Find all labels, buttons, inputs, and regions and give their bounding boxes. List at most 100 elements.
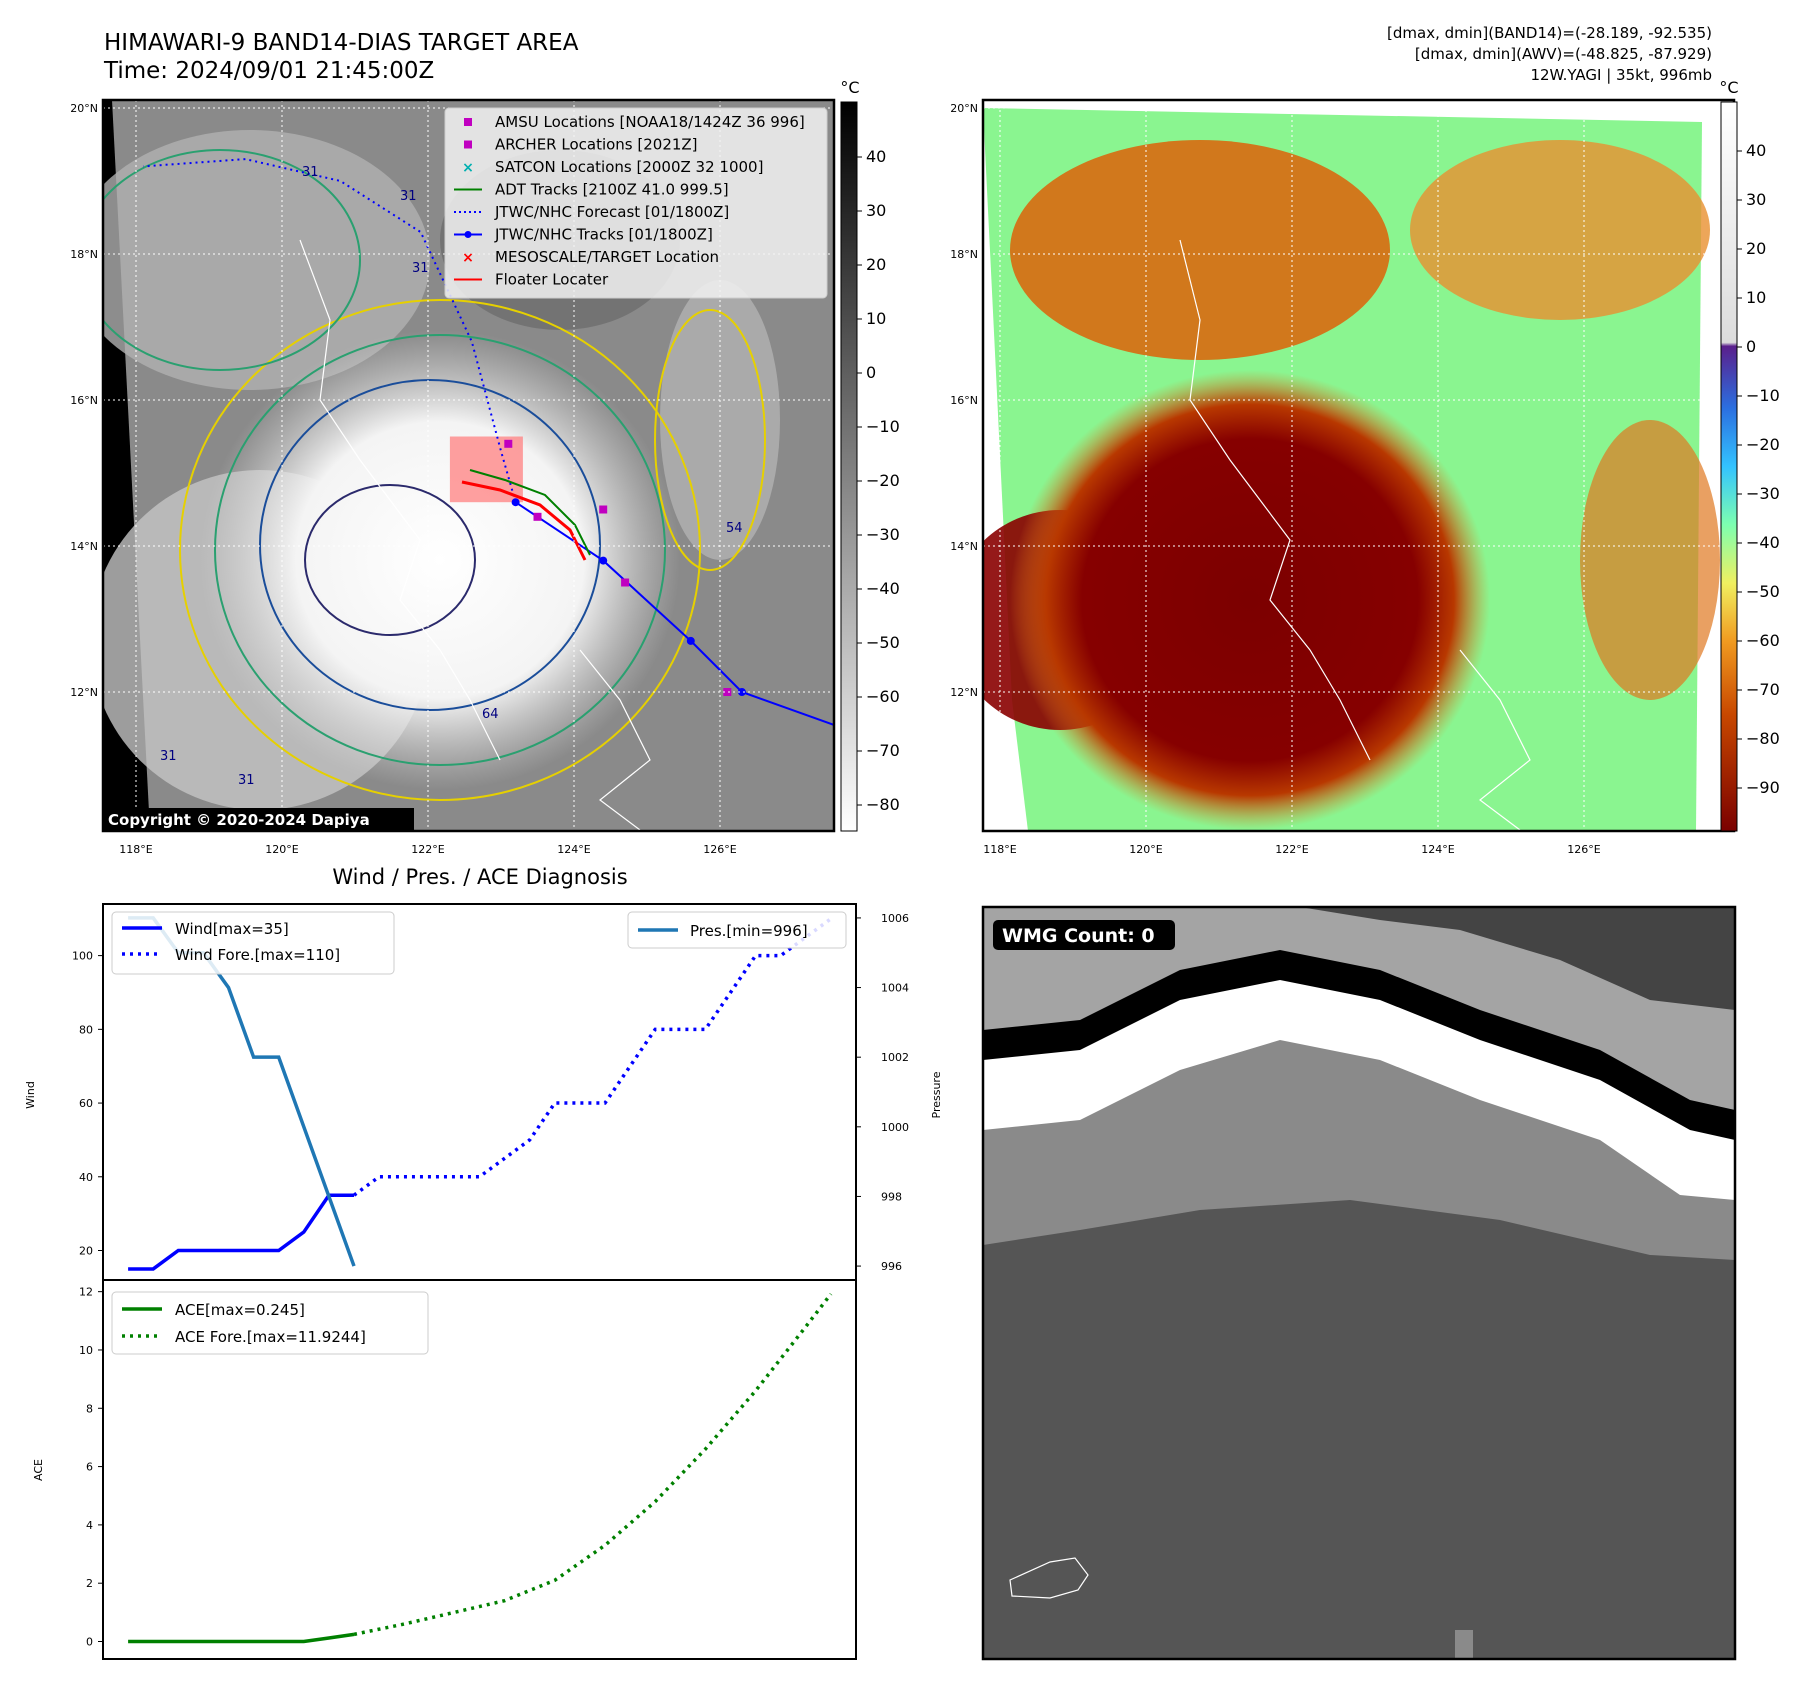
wind-ytick-label: 80 xyxy=(79,1023,93,1036)
awv-dry-north xyxy=(1010,140,1390,360)
ir-legend-label: Floater Locater xyxy=(495,271,609,289)
copyright-text: Copyright © 2020-2024 Dapiya xyxy=(108,811,370,829)
awv-map-panel: °C 40 30 20 10 0 −10 −20 −30 −40 −50 −60 −70 −80 −90 xyxy=(981,78,1780,833)
ir-cb-tick-label: −50 xyxy=(866,633,900,652)
ir-storm-core xyxy=(200,330,680,790)
ace-legend-label: ACE Fore.[max=11.9244] xyxy=(175,1328,366,1346)
ir-cb-tick-label: −40 xyxy=(866,579,900,598)
wmg-coastline xyxy=(1009,1557,1089,1599)
dmax-band14-info: [dmax, dmin](BAND14)=(-28.189, -92.535) xyxy=(1387,24,1712,42)
ir-cloud-nw xyxy=(103,130,430,390)
contour-label: 64 xyxy=(482,707,499,722)
ace-ytick-label: 6 xyxy=(86,1461,93,1474)
ir-contour-64 xyxy=(259,379,601,711)
ace-axis-label: ACE xyxy=(32,1459,45,1481)
amsu-location-marker xyxy=(599,505,608,514)
ir-legend-label: JTWC/NHC Tracks [01/1800Z] xyxy=(494,226,713,244)
awv-storm-core xyxy=(1010,370,1490,830)
wind-ytick-label: 100 xyxy=(72,950,93,963)
awv-lon-tick: 124°E xyxy=(1421,843,1454,856)
wmg-badge-text: WMG Count: 0 xyxy=(1002,925,1155,947)
awv-cb-tick-label: 0 xyxy=(1746,337,1756,356)
awv-colorbar xyxy=(1720,101,1738,832)
awv-coastline-luzon xyxy=(1179,239,1371,761)
ir-cb-tick-label: −30 xyxy=(866,525,900,544)
awv-dry-east xyxy=(1580,420,1720,700)
ir-lon-tick: 126°E xyxy=(703,843,736,856)
wind-ytick-label: 40 xyxy=(79,1171,93,1184)
awv-lat-tick: 12°N xyxy=(950,686,978,699)
awv-lat-tick: 20°N xyxy=(950,102,978,115)
ace-ytick-label: 2 xyxy=(86,1577,93,1590)
ir-lat-tick: 18°N xyxy=(70,248,98,261)
awv-lat-tick: 16°N xyxy=(950,394,978,407)
awv-cb-tick-label: 10 xyxy=(1746,288,1766,307)
jtwc-track-point xyxy=(686,636,695,645)
wmg-panel: WMG Count: 0 xyxy=(981,905,1737,1661)
ir-legend-label: SATCON Locations [2000Z 32 1000] xyxy=(495,158,763,176)
wind-y2tick-label: 1004 xyxy=(881,982,909,995)
wind-y2tick-label: 1000 xyxy=(881,1121,909,1134)
ace-ytick-label: 0 xyxy=(86,1636,93,1649)
ir-cb-tick-label: 30 xyxy=(866,201,886,220)
figure-time: Time: 2024/09/01 21:45:00Z xyxy=(103,58,434,84)
ace-legend-label: ACE[max=0.245] xyxy=(175,1301,305,1319)
awv-cb-tick-label: −90 xyxy=(1746,778,1780,797)
ace-ytick-label: 8 xyxy=(86,1402,93,1415)
ir-cb-tick-label: −20 xyxy=(866,471,900,490)
ir-contour-31 xyxy=(179,299,701,801)
ir-lon-tick: 122°E xyxy=(411,843,444,856)
ir-coastline-visayas xyxy=(579,649,651,831)
awv-cb-tick-label: 30 xyxy=(1746,190,1766,209)
ir-lat-tick: 12°N xyxy=(70,686,98,699)
ir-contour-nw xyxy=(103,149,361,371)
wind-ytick-label: 60 xyxy=(79,1097,93,1110)
awv-cb-tick-label: −50 xyxy=(1746,582,1780,601)
ir-map-panel: 31 31 31 54 64 31 31 AMSU Locations [NOAA18/14… xyxy=(101,78,900,833)
ir-cb-tick-label: 10 xyxy=(866,309,886,328)
ir-cb-tick-label: 0 xyxy=(866,363,876,382)
ir-lat-tick: 16°N xyxy=(70,394,98,407)
wind-legend-label: Wind[max=35] xyxy=(175,920,289,938)
wind-y2tick-label: 1006 xyxy=(881,912,909,925)
awv-dry-ne xyxy=(1410,140,1710,320)
contour-label: 31 xyxy=(160,749,177,764)
ace-series-forecast xyxy=(353,1292,833,1637)
jtwc-track-point xyxy=(511,498,520,507)
storm-info: 12W.YAGI | 35kt, 996mb xyxy=(1530,66,1712,84)
awv-lon-tick: 126°E xyxy=(1567,843,1600,856)
legend-square-marker xyxy=(464,140,472,149)
amsu-location-marker xyxy=(621,578,630,587)
contour-label: 31 xyxy=(412,261,429,276)
ir-lat-tick: 14°N xyxy=(70,540,98,553)
ir-cb-tick-label: −80 xyxy=(866,795,900,814)
ace-panel: 0 2 4 6 8 10 12 ACE[max=0.245] ACE Fore.[max=11.… xyxy=(32,1279,857,1660)
wind-legend-box xyxy=(111,911,395,975)
jtwc-track-point xyxy=(599,556,608,565)
contour-label: 31 xyxy=(302,165,319,180)
contour-label: 54 xyxy=(726,521,743,536)
ir-cb-tick-label: −70 xyxy=(866,741,900,760)
awv-lon-tick: 118°E xyxy=(983,843,1016,856)
contour-label: 31 xyxy=(400,189,417,204)
wind-series-observed xyxy=(128,1193,354,1271)
ace-ytick-label: 4 xyxy=(86,1519,93,1532)
wind-y2tick-label: 998 xyxy=(881,1190,902,1203)
ir-colorbar-unit: °C xyxy=(840,78,859,97)
ir-coastline-luzon xyxy=(299,239,501,761)
ir-legend-box xyxy=(444,107,828,299)
ace-series-observed xyxy=(128,1632,355,1644)
wmg-speck xyxy=(1455,1630,1473,1659)
awv-lon-tick: 122°E xyxy=(1275,843,1308,856)
contour-label: 31 xyxy=(238,773,255,788)
awv-coastline-visayas xyxy=(1459,649,1531,831)
ace-ytick-label: 12 xyxy=(79,1286,93,1299)
awv-colorbar-unit: °C xyxy=(1719,78,1738,97)
jtwc-track-point xyxy=(737,688,746,696)
wind-ytick-label: 20 xyxy=(79,1245,93,1258)
awv-cb-tick-label: 20 xyxy=(1746,239,1766,258)
ir-cb-tick-label: −60 xyxy=(866,687,900,706)
ir-cb-tick-label: 20 xyxy=(866,255,886,274)
ace-ytick-label: 10 xyxy=(79,1344,93,1357)
ir-legend-label: JTWC/NHC Forecast [01/1800Z] xyxy=(494,203,729,221)
